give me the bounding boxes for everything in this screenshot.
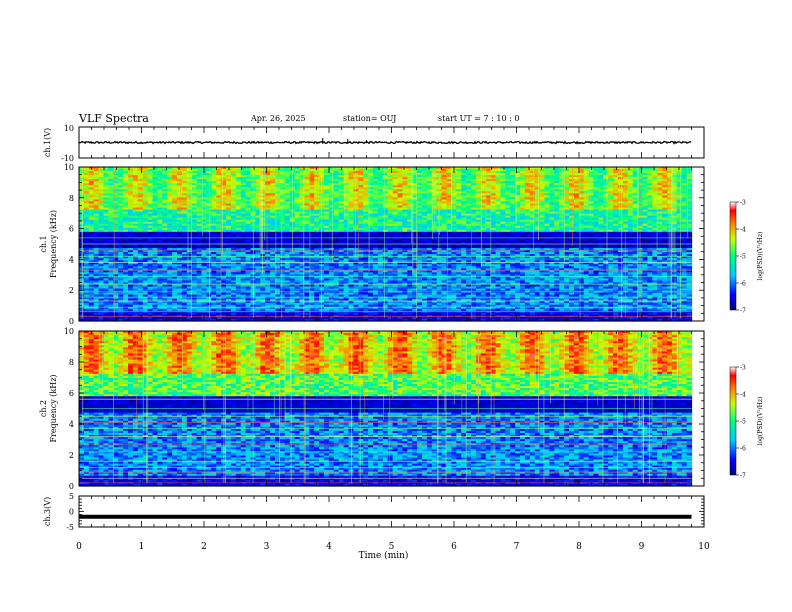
vlf-spectra-figure: 10-10ch.1(V) 0246810ch.1 Frequency (kHz) … [0, 0, 792, 612]
ch1-waveform-panel: 10 -10 ch.1(V) [43, 124, 704, 163]
ch1-waveform-line [79, 142, 691, 144]
y-tick-label: 10 [64, 124, 74, 133]
y-tick-label: -10 [61, 154, 74, 163]
y-axis-label: ch.1(V) [43, 128, 52, 157]
